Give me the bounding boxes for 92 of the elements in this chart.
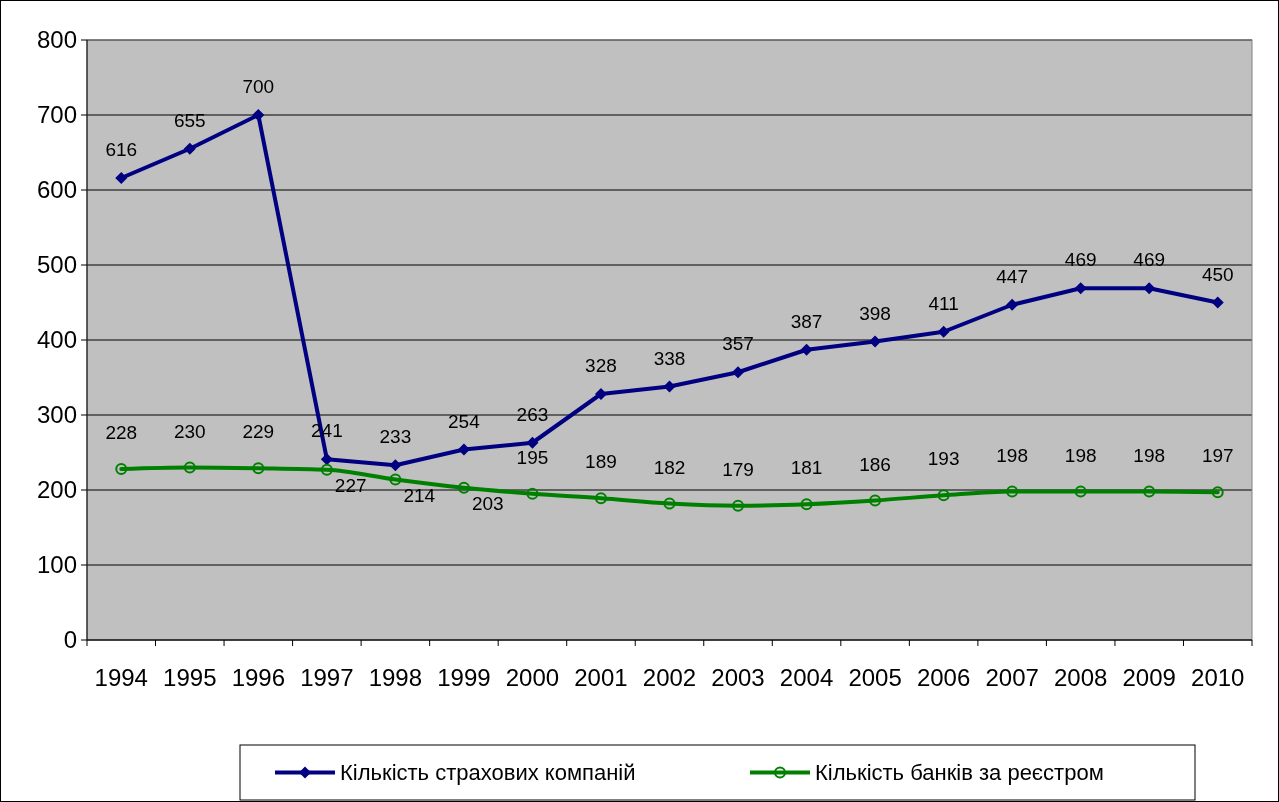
x-tick-label: 2006 — [916, 664, 971, 691]
point — [457, 443, 470, 456]
data-label: 387 — [790, 310, 823, 332]
point — [1006, 298, 1019, 311]
data-label: 338 — [653, 347, 686, 369]
x-tick-label: 2007 — [985, 664, 1039, 691]
data-label: 203 — [471, 492, 504, 514]
point — [1211, 486, 1224, 499]
point — [594, 492, 607, 505]
point — [252, 462, 265, 475]
x-tick-label: 2003 — [711, 664, 765, 691]
x-tick-label: 1996 — [231, 664, 286, 691]
x-tick-label: 2009 — [1122, 664, 1176, 691]
y-tick-label: 0 — [63, 626, 77, 654]
point — [937, 325, 950, 338]
legend-label: Кількість страхових компаній — [340, 760, 636, 786]
data-label: 357 — [722, 333, 754, 355]
data-label: 398 — [859, 302, 891, 324]
x-tick-label: 2005 — [848, 664, 902, 691]
y-tick-label: 400 — [36, 326, 77, 354]
data-label: 263 — [516, 403, 549, 425]
data-label: 198 — [1133, 444, 1166, 466]
point — [320, 463, 333, 476]
x-tick-label: 2008 — [1053, 664, 1108, 691]
data-label: 469 — [1064, 249, 1097, 271]
data-label: 193 — [927, 448, 960, 470]
point — [389, 473, 402, 486]
data-label: 233 — [379, 426, 412, 448]
point — [457, 481, 470, 494]
data-label: 198 — [1064, 444, 1097, 466]
y-tick-label: 300 — [36, 401, 77, 429]
point — [526, 487, 539, 500]
data-label: 411 — [928, 292, 959, 314]
point — [1143, 282, 1156, 295]
point — [115, 463, 128, 475]
data-label: 230 — [173, 420, 206, 442]
point — [869, 494, 882, 507]
data-label: 447 — [996, 265, 1028, 287]
point — [1074, 485, 1087, 498]
data-label: 181 — [790, 457, 823, 479]
data-label: 179 — [722, 458, 754, 480]
legend-label: Кількість банків за реєстром — [815, 760, 1104, 786]
x-tick-label: 1995 — [163, 664, 217, 691]
x-tick-label: 2004 — [779, 664, 834, 691]
y-tick-label: 700 — [36, 101, 77, 129]
y-tick-label: 500 — [36, 251, 77, 279]
point — [732, 499, 745, 512]
point — [869, 335, 882, 348]
point — [800, 343, 813, 356]
point — [389, 459, 402, 472]
data-label: 227 — [334, 474, 367, 496]
point — [526, 436, 539, 449]
point — [800, 498, 813, 511]
x-tick-label: 2002 — [642, 664, 697, 691]
y-tick-label: 100 — [36, 551, 77, 579]
data-label: 616 — [105, 139, 138, 160]
data-label: 469 — [1133, 249, 1166, 271]
data-label: 189 — [585, 451, 617, 473]
data-label: 186 — [859, 453, 891, 475]
data-label: 214 — [403, 484, 436, 506]
data-label: 195 — [516, 446, 549, 468]
point — [252, 109, 265, 121]
point — [1211, 296, 1224, 309]
x-tick-label: 1999 — [437, 664, 491, 691]
x-tick-label: 1998 — [368, 664, 423, 691]
data-label: 450 — [1201, 263, 1234, 285]
data-label: 198 — [996, 444, 1028, 466]
point — [663, 497, 676, 510]
data-label: 228 — [105, 422, 138, 443]
data-label: 700 — [242, 76, 275, 97]
point — [1006, 485, 1019, 498]
y-tick-label: 800 — [36, 26, 77, 54]
y-tick-label: 600 — [36, 176, 77, 204]
point — [183, 142, 196, 155]
x-tick-label: 2010 — [1191, 664, 1245, 691]
data-label: 655 — [173, 109, 206, 131]
point — [594, 388, 607, 400]
x-tick-label: 2001 — [574, 664, 628, 691]
x-tick-label: 1994 — [94, 664, 148, 691]
x-tick-label: 2000 — [505, 664, 560, 691]
point — [115, 172, 128, 184]
data-label: 182 — [653, 456, 686, 478]
x-tick-label: 1997 — [300, 664, 354, 691]
point — [937, 489, 950, 502]
point — [183, 461, 196, 474]
data-label: 197 — [1201, 445, 1234, 467]
y-tick-label: 200 — [36, 476, 77, 504]
point — [732, 366, 745, 379]
data-label: 254 — [448, 410, 481, 432]
data-label: 328 — [585, 355, 617, 376]
data-label: 229 — [242, 421, 275, 443]
point — [1143, 485, 1156, 498]
